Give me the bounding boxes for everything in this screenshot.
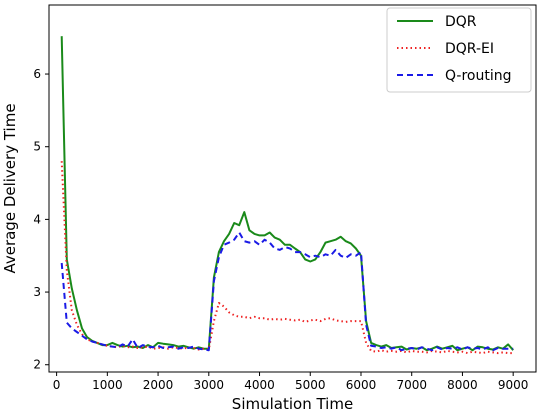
y-tick-label: 3: [33, 285, 41, 299]
x-tick-label: 0: [53, 378, 61, 392]
y-axis-label: Average Delivery Time: [1, 103, 19, 273]
y-tick-label: 4: [33, 212, 41, 226]
y-axis: 2 3 4 5 6: [33, 67, 49, 372]
y-tick-label: 2: [33, 358, 41, 372]
legend-label-q-routing: Q-routing: [445, 68, 512, 84]
x-tick-label: 2000: [143, 378, 174, 392]
x-tick-label: 7000: [396, 378, 427, 392]
legend-label-dqr: DQR: [445, 14, 477, 30]
x-tick-label: 8000: [447, 378, 478, 392]
series-line-dqr-ei: [60, 161, 514, 355]
x-tick-label: 1000: [92, 378, 123, 392]
series-line-q-routing: [60, 231, 514, 352]
series-layer: [60, 36, 514, 355]
x-tick-label: 3000: [194, 378, 225, 392]
x-axis: 0 1000 2000 3000 4000 5000 6000 7000 8000 9000: [53, 372, 529, 392]
legend-label-dqr-ei: DQR-EI: [445, 41, 494, 57]
x-tick-label: 9000: [498, 378, 529, 392]
x-tick-label: 4000: [244, 378, 275, 392]
x-tick-label: 5000: [295, 378, 326, 392]
plot-frame: [48, 4, 537, 373]
legend-frame: [386, 7, 532, 93]
x-tick-label: 6000: [346, 378, 377, 392]
y-tick-label: 5: [33, 140, 41, 154]
x-axis-label: Simulation Time: [232, 395, 353, 413]
y-tick-label: 6: [33, 67, 41, 81]
legend: DQR DQR-EI Q-routing: [386, 7, 532, 93]
